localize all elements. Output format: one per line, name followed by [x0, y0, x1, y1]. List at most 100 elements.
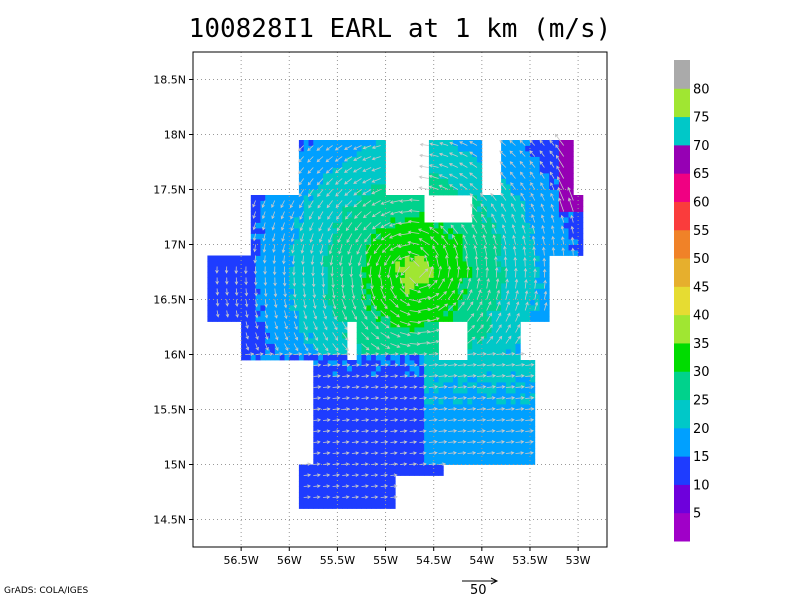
- wind-vector: [503, 256, 508, 267]
- wind-vector: [438, 374, 449, 378]
- wind-vector: [322, 363, 332, 367]
- field-cell: [294, 283, 300, 289]
- field-cell: [491, 431, 497, 438]
- field-cell: [351, 233, 358, 240]
- wind-vector: [540, 203, 545, 212]
- field-cell: [390, 453, 396, 460]
- field-cell: [323, 431, 329, 438]
- field-cell: [371, 409, 377, 416]
- field-cell: [212, 266, 218, 273]
- field-cell: [303, 167, 309, 174]
- wind-vector: [558, 197, 565, 212]
- field-cell: [568, 184, 574, 190]
- field-cell: [212, 261, 218, 267]
- field-cell: [520, 195, 526, 201]
- field-cell: [496, 354, 502, 361]
- field-cell: [380, 371, 386, 377]
- field-cell: [505, 200, 512, 207]
- wind-vector: [272, 266, 277, 276]
- field-cell: [438, 156, 444, 163]
- wind-vector: [342, 407, 350, 411]
- field-cell: [366, 481, 372, 487]
- field-cell: [342, 217, 348, 223]
- wind-vector: [322, 396, 331, 400]
- field-cell: [438, 145, 444, 152]
- wind-vector: [262, 233, 266, 242]
- wind-vector: [531, 235, 536, 245]
- field-cell: [400, 266, 406, 273]
- field-cell: [477, 404, 483, 410]
- field-cell: [207, 288, 213, 295]
- field-cell: [414, 464, 420, 471]
- field-cell: [400, 398, 406, 405]
- field-cell: [356, 299, 362, 306]
- field-cell: [515, 173, 521, 179]
- field-cell: [467, 151, 473, 157]
- field-cell: [380, 299, 386, 306]
- field-cell: [356, 255, 362, 262]
- field-cell: [375, 156, 382, 163]
- wind-vector: [419, 363, 428, 367]
- field-cell: [501, 239, 507, 245]
- field-cell: [515, 393, 521, 399]
- field-cell: [424, 310, 430, 317]
- field-cell: [520, 184, 526, 190]
- field-cell: [375, 222, 382, 229]
- field-cell: [501, 393, 507, 399]
- wind-vector: [370, 343, 380, 350]
- field-cell: [375, 376, 382, 383]
- field-cell: [453, 156, 459, 163]
- wind-vector: [298, 167, 305, 175]
- field-cell: [428, 167, 435, 174]
- field-cell: [303, 178, 309, 185]
- wind-vector: [533, 279, 538, 289]
- field-cell: [327, 244, 333, 251]
- wind-vector: [473, 244, 478, 256]
- field-cell: [419, 393, 425, 399]
- field-cell: [308, 173, 314, 179]
- field-cell: [308, 288, 314, 295]
- wind-vector: [419, 283, 432, 289]
- field-cell: [510, 393, 516, 399]
- field-cell: [332, 272, 338, 278]
- colorbar-label: 15: [693, 450, 710, 465]
- wind-vector: [353, 156, 362, 161]
- wind-vector: [428, 328, 440, 333]
- field-cell: [294, 294, 300, 300]
- field-cell: [515, 222, 521, 229]
- field-cell: [428, 321, 435, 328]
- field-cell: [525, 217, 531, 223]
- field-cell: [505, 365, 512, 372]
- wind-vector: [499, 150, 507, 157]
- field-cell: [419, 266, 425, 273]
- field-cell: [303, 486, 309, 493]
- field-cell: [568, 145, 574, 152]
- field-cell: [467, 189, 473, 196]
- field-cell: [332, 360, 338, 366]
- wind-vector: [332, 396, 341, 400]
- wind-vector: [362, 145, 372, 150]
- field-cell: [443, 266, 449, 273]
- field-cell: [212, 272, 218, 278]
- field-cell: [554, 244, 560, 251]
- wind-vector: [496, 352, 506, 356]
- wind-vector: [361, 343, 370, 351]
- field-cell: [313, 145, 319, 152]
- wind-vector: [476, 374, 487, 378]
- wind-vector: [331, 277, 335, 289]
- wind-vector: [476, 324, 484, 333]
- field-cell: [366, 393, 372, 399]
- field-cell: [342, 338, 348, 344]
- field-cell: [327, 448, 333, 454]
- field-cell: [453, 420, 459, 427]
- field-cell: [539, 266, 545, 273]
- field-cell: [385, 266, 391, 273]
- field-cell: [313, 140, 319, 146]
- field-cell: [274, 261, 280, 267]
- field-cell: [477, 173, 483, 179]
- field-cell: [481, 393, 487, 399]
- field-cell: [313, 431, 319, 438]
- field-cell: [472, 178, 478, 185]
- field-cell: [433, 261, 439, 267]
- field-cell: [549, 184, 555, 190]
